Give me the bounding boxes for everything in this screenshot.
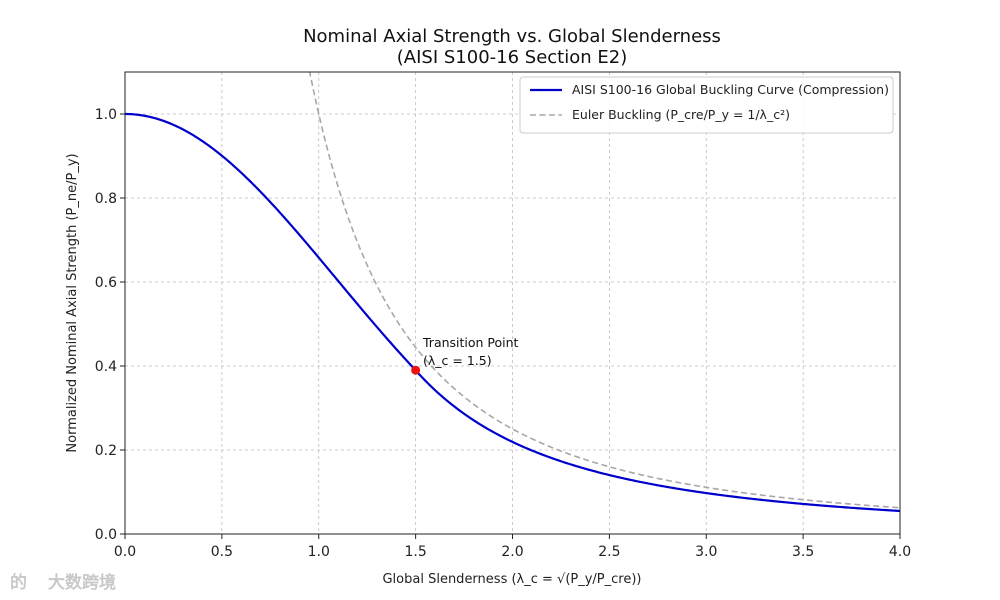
transition-annotation: Transition Point (λ_c = 1.5): [422, 335, 519, 368]
x-tick-label: 3.5: [792, 544, 814, 560]
annotation-label-line1: Transition Point: [422, 335, 519, 350]
euler-buckling-line: [308, 72, 900, 509]
watermark-text: 大数跨境: [48, 572, 116, 593]
x-tick-label: 0.5: [211, 544, 233, 560]
x-tick-label: 1.0: [308, 544, 330, 560]
x-tick-label: 2.0: [501, 544, 523, 560]
axis-ticks: 0.0 0.5 1.0 1.5 2.0 2.5 3.0 3.5 4.0 0.0 0.2 0.4 0.6 0…: [95, 107, 911, 560]
y-tick-label: 0.6: [95, 275, 117, 291]
x-tick-label: 3.0: [695, 544, 717, 560]
y-tick-label: 1.0: [95, 107, 117, 123]
plot-curves: [125, 72, 900, 513]
y-tick-label: 0.0: [95, 527, 117, 543]
legend-label-euler: Euler Buckling (P_cre/P_y = 1/λ_c²): [572, 107, 790, 122]
chart-title: Nominal Axial Strength vs. Global Slende…: [303, 26, 721, 47]
legend: AISI S100-16 Global Buckling Curve (Comp…: [519, 76, 894, 134]
y-tick-label: 0.2: [95, 443, 117, 459]
aisi-buckling-curve-line: [125, 112, 900, 513]
transition-point-marker: [411, 365, 421, 375]
chart-subtitle: (AISI S100-16 Section E2): [397, 47, 627, 68]
annotation-label-line2: (λ_c = 1.5): [423, 353, 492, 368]
y-axis-label: Normalized Nominal Axial Strength (P_ne/…: [65, 153, 80, 452]
x-tick-label: 4.0: [889, 544, 911, 560]
watermark: 的 大数跨境: [10, 572, 116, 593]
x-tick-label: 1.5: [404, 544, 426, 560]
watermark-logo: 的: [10, 572, 27, 593]
y-tick-label: 0.4: [95, 359, 117, 375]
y-tick-label: 0.8: [95, 191, 117, 207]
x-tick-label: 2.5: [598, 544, 620, 560]
legend-label-buckling-curve: AISI S100-16 Global Buckling Curve (Comp…: [572, 82, 889, 97]
x-axis-label: Global Slenderness (λ_c = √(P_y/P_cre)): [382, 572, 641, 587]
x-tick-label: 0.0: [114, 544, 136, 560]
legend-box: [519, 76, 894, 134]
